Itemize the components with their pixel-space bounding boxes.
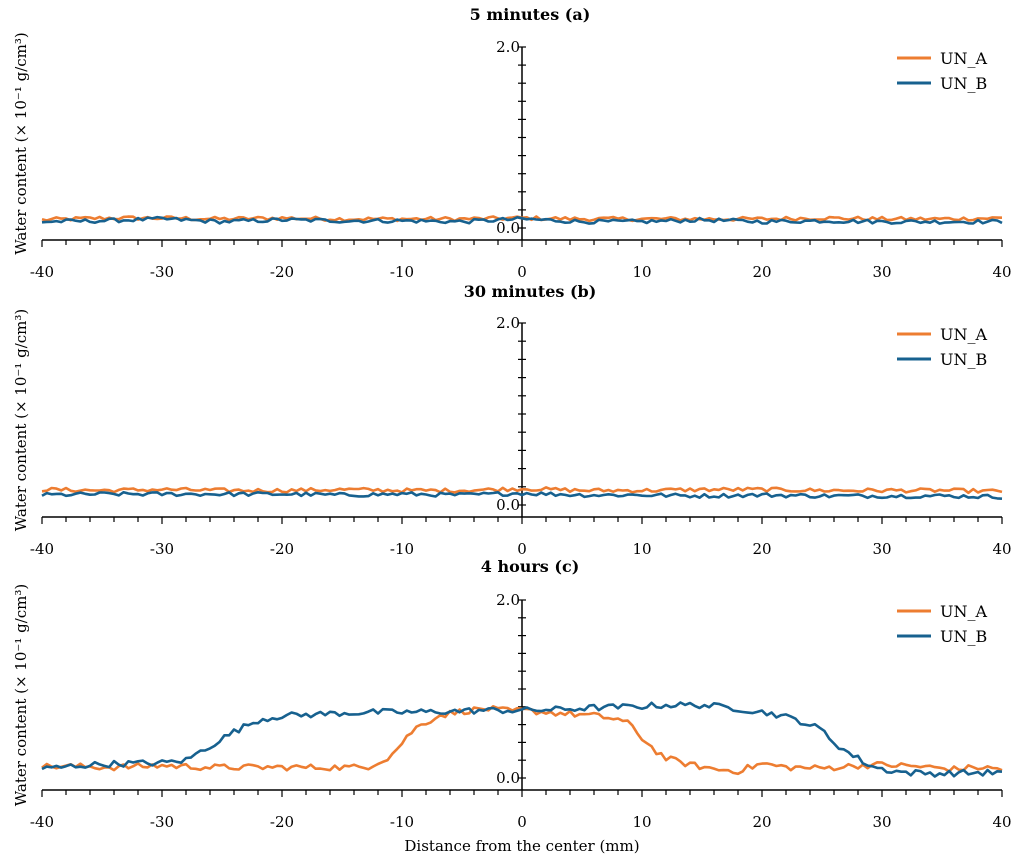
x-tick-label: 10	[632, 263, 651, 281]
x-tick-label: 10	[632, 540, 651, 558]
series-line-un-b	[41, 701, 1003, 778]
x-tick-label: -40	[30, 540, 54, 558]
y-tick-label: 0.0	[496, 769, 520, 787]
chart-panel-0: 5 minutes (a) Water content (× 10⁻¹ g/cm³…	[12, 5, 1012, 281]
x-axis-label: Distance from the center (mm)	[404, 837, 639, 855]
x-tick-label: -40	[30, 813, 54, 831]
chart-title: 5 minutes (a)	[470, 5, 591, 24]
legend-label: UN_A	[940, 325, 987, 344]
x-tick-label: -30	[150, 540, 174, 558]
series-line-un-b	[41, 490, 1003, 500]
y-axis-label: Water content (× 10⁻¹ g/cm³)	[12, 32, 30, 254]
x-tick-label: -20	[270, 540, 294, 558]
x-tick-label: -20	[270, 813, 294, 831]
x-tick-label: 0	[517, 813, 527, 831]
x-tick-label: 20	[752, 263, 771, 281]
x-tick-label: -10	[390, 813, 414, 831]
legend-label: UN_B	[940, 74, 987, 93]
legend-label: UN_A	[940, 49, 987, 68]
x-tick-label: -10	[390, 540, 414, 558]
x-tick-label: 40	[992, 263, 1011, 281]
x-tick-label: 30	[872, 263, 891, 281]
x-tick-label: -40	[30, 263, 54, 281]
legend-label: UN_B	[940, 350, 987, 369]
y-axis-label: Water content (× 10⁻¹ g/cm³)	[12, 309, 30, 531]
chart-panel-2: 4 hours (c)Water content (× 10⁻¹ g/cm³)-…	[12, 557, 1012, 831]
y-tick-label: 0.0	[496, 219, 520, 237]
x-tick-label: -10	[390, 263, 414, 281]
legend-label: UN_B	[940, 627, 987, 646]
x-tick-label: -30	[150, 813, 174, 831]
series-line-un-a	[41, 486, 1003, 495]
x-tick-label: 30	[872, 540, 891, 558]
y-axis-label: Water content (× 10⁻¹ g/cm³)	[12, 584, 30, 806]
chart-title: 4 hours (c)	[481, 557, 580, 576]
y-tick-label: 0.0	[496, 496, 520, 514]
y-tick-label: 2.0	[496, 38, 520, 56]
y-tick-label: 2.0	[496, 591, 520, 609]
x-tick-label: 40	[992, 813, 1011, 831]
x-tick-label: 20	[752, 813, 771, 831]
chart-panel-1: 30 minutes (b) Water content (× 10⁻¹ g/cm…	[12, 282, 1012, 558]
x-tick-label: 20	[752, 540, 771, 558]
x-tick-label: 30	[872, 813, 891, 831]
x-tick-label: -30	[150, 263, 174, 281]
y-tick-label: 2.0	[496, 314, 520, 332]
x-tick-label: 40	[992, 540, 1011, 558]
x-tick-label: 10	[632, 813, 651, 831]
x-tick-label: 0	[517, 263, 527, 281]
series-line-un-b	[41, 215, 1003, 225]
chart-title: 30 minutes (b)	[464, 282, 597, 301]
x-tick-label: -20	[270, 263, 294, 281]
x-tick-label: 0	[517, 540, 527, 558]
legend-label: UN_A	[940, 602, 987, 621]
